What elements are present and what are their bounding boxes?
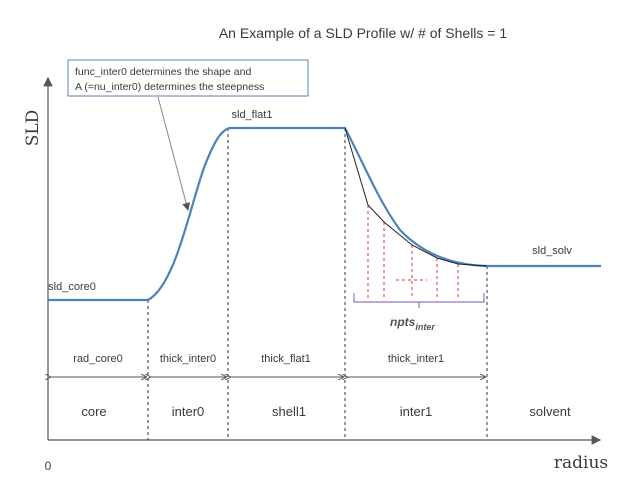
sld-profile-curve — [48, 126, 601, 302]
region-dividers — [147, 128, 488, 440]
annotation-line-2: A (=nu_inter0) determines the steepness — [75, 81, 264, 93]
y-axis-label: SLD — [23, 110, 43, 147]
thick-label-rad-core0: rad_core0 — [73, 353, 123, 365]
annotation-box — [67, 59, 309, 97]
npts-bracket — [353, 293, 485, 303]
npts-label: nptsinter — [390, 315, 435, 332]
x-axis-label: radius — [554, 453, 608, 473]
label-sld-flat: sld_flat1 — [232, 109, 273, 121]
region-inter1: inter1 — [400, 404, 433, 419]
annotation-callout: func_inter0 determines the shape and A (… — [67, 59, 309, 211]
thick-label-flat1: thick_flat1 — [261, 353, 311, 365]
thick-label-inter0: thick_inter0 — [160, 353, 216, 365]
step-approx-line — [344, 127, 488, 267]
annotation-line-1: func_inter0 determines the shape and — [75, 66, 251, 78]
region-solvent: solvent — [529, 404, 571, 419]
label-sld-solv: sld_solv — [532, 245, 572, 257]
chart-title: An Example of a SLD Profile w/ # of Shel… — [219, 25, 508, 41]
npts-sub: inter — [415, 322, 435, 332]
origin-label: 0 — [45, 459, 52, 473]
region-core: core — [81, 404, 106, 419]
region-inter0: inter0 — [172, 404, 205, 419]
label-sld-core: sld_core0 — [48, 281, 96, 293]
thick-label-inter1: thick_inter1 — [388, 353, 444, 365]
npts-sample-lines — [367, 205, 459, 298]
annotation-arrow — [157, 96, 191, 211]
region-shell1: shell1 — [272, 404, 306, 419]
npts-main: npts — [390, 315, 416, 329]
